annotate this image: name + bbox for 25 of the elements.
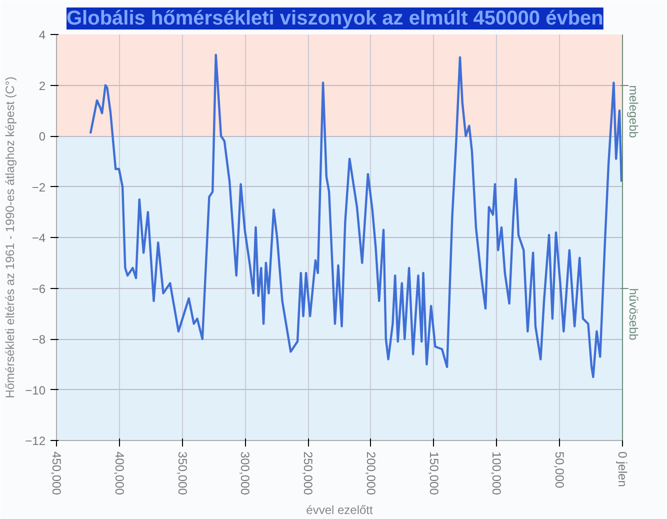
y-tick-label: −4: [32, 231, 46, 245]
band-label: hűvösebb: [626, 288, 640, 341]
line-series: [89, 54, 622, 378]
y-tick-label: −10: [25, 383, 46, 398]
x-tick-label: 250,000: [301, 452, 316, 496]
y-axis-title: Hőmérsékleti eltérés az 1961 - 1990-es átlaghoz képest (C°): [3, 76, 18, 398]
band-label: melegebb: [626, 85, 640, 138]
y-tick-label: 0: [38, 130, 46, 144]
y-tick-label: −12: [25, 434, 46, 448]
x-tick-label: 200,000: [364, 452, 378, 496]
x-tick-label: 350,000: [175, 452, 190, 496]
y-tick-label: 4: [38, 28, 46, 42]
x-axis-title: évvel ezelőtt: [306, 502, 374, 517]
y-tick-label: 2: [38, 78, 46, 93]
chart-title: Globális hőmérsékleti viszonyok az elmúlt 450000 évben: [66, 8, 604, 30]
y-tick-label: −6: [32, 282, 46, 296]
y-tick-label: −8: [32, 332, 46, 346]
x-tick-label: 150,000: [426, 452, 441, 496]
x-tick-label: 450,000: [50, 452, 64, 496]
y-tick-label: −2: [32, 180, 46, 194]
x-tick-label: 400,000: [112, 452, 126, 496]
x-tick-label: 50,000: [552, 452, 567, 489]
x-tick-label: 100,000: [490, 452, 504, 496]
x-tick-label: 300,000: [238, 452, 252, 496]
x-tick-label: 0 jelen: [616, 452, 630, 487]
